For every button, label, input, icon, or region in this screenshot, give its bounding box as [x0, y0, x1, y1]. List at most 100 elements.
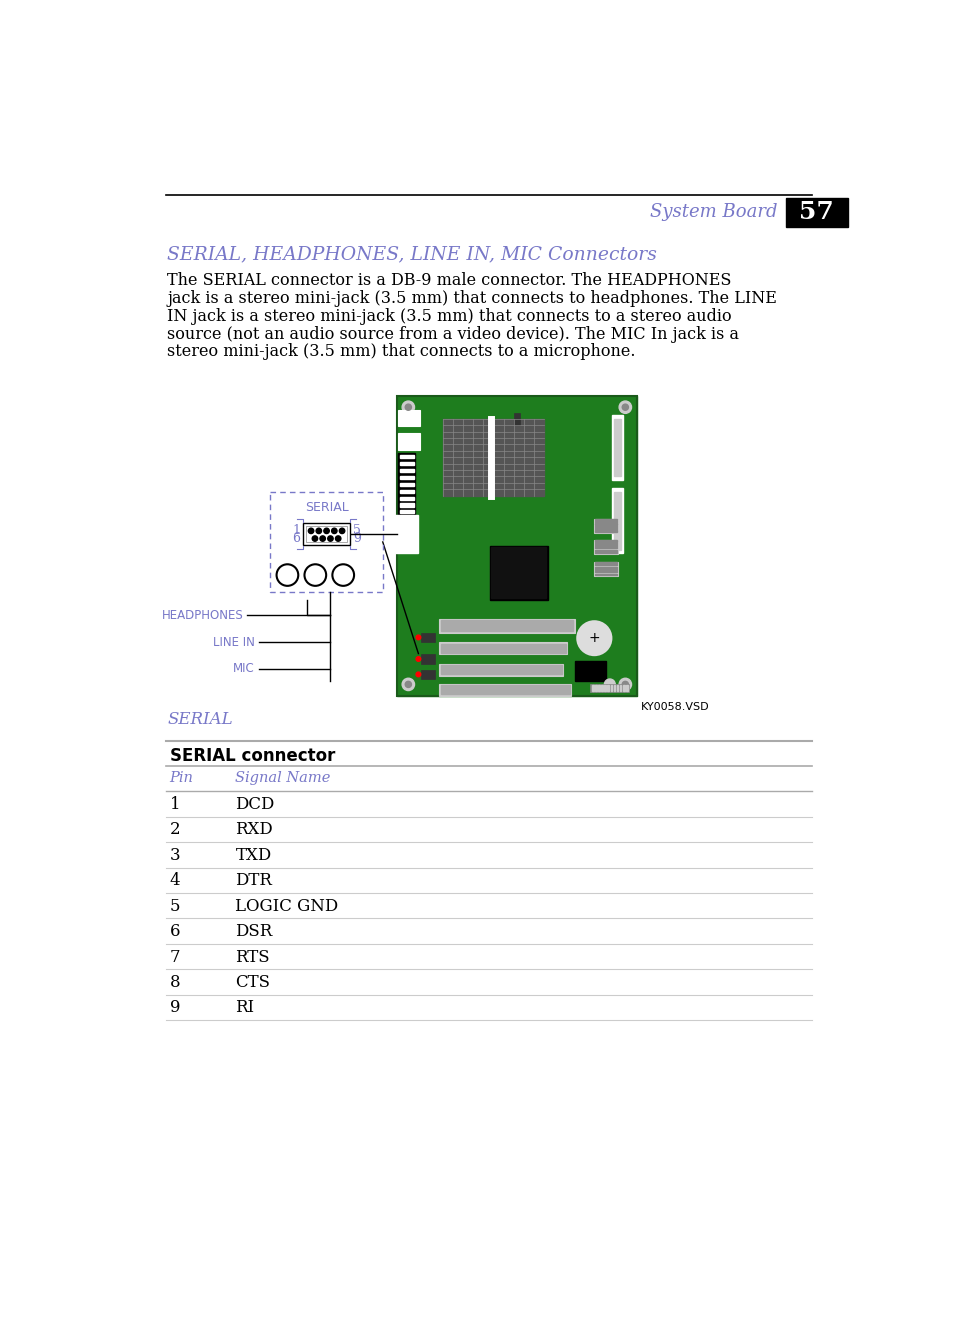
Bar [439, 663, 562, 675]
Bar [594, 540, 617, 555]
Text: stereo mini-jack (3.5 mm) that connects to a microphone.: stereo mini-jack (3.5 mm) that connects … [167, 343, 635, 360]
Bar [612, 415, 622, 480]
Circle shape [604, 679, 615, 690]
Bar [590, 685, 629, 691]
Bar [610, 685, 612, 691]
Bar [622, 685, 624, 691]
Bar [396, 395, 637, 695]
Text: Signal Name: Signal Name [235, 770, 331, 785]
Bar [613, 685, 615, 691]
Bar [399, 456, 414, 458]
Circle shape [416, 635, 420, 639]
Bar [270, 492, 382, 592]
Text: 7: 7 [170, 949, 180, 966]
Bar [619, 685, 620, 691]
Bar [440, 685, 569, 694]
Circle shape [621, 405, 628, 410]
Circle shape [332, 528, 336, 533]
Text: 3: 3 [170, 847, 180, 864]
Bar [443, 418, 543, 496]
Text: 6: 6 [292, 532, 300, 545]
Bar [397, 433, 419, 449]
Bar [440, 620, 573, 631]
Circle shape [315, 528, 321, 533]
Circle shape [402, 678, 415, 690]
Text: 5: 5 [353, 524, 360, 537]
Bar [440, 665, 561, 674]
Text: SERIAL: SERIAL [167, 712, 233, 729]
Bar [595, 685, 596, 691]
Text: 6: 6 [170, 923, 180, 941]
Bar [513, 413, 519, 425]
Bar [421, 670, 435, 679]
Bar [613, 492, 620, 549]
Text: 2: 2 [170, 821, 180, 839]
Text: 9: 9 [353, 532, 360, 545]
Bar [399, 469, 414, 472]
Bar [399, 511, 414, 513]
Text: RXD: RXD [235, 821, 273, 839]
Text: 1: 1 [292, 524, 300, 537]
Bar [600, 685, 602, 691]
Bar [421, 632, 435, 642]
Bar [594, 561, 617, 576]
Bar [399, 462, 414, 465]
Circle shape [312, 536, 317, 541]
Text: 57: 57 [799, 201, 833, 224]
Text: LOGIC GND: LOGIC GND [235, 898, 338, 915]
Text: DSR: DSR [235, 923, 273, 941]
Bar [399, 476, 414, 478]
Bar [397, 410, 419, 426]
Bar [306, 527, 346, 541]
Bar [625, 685, 627, 691]
Text: SERIAL connector: SERIAL connector [170, 746, 335, 765]
Bar [612, 488, 622, 553]
Circle shape [405, 681, 411, 687]
Text: 5: 5 [170, 898, 180, 915]
Bar [489, 545, 547, 600]
Text: MIC: MIC [233, 662, 254, 675]
Bar [575, 662, 605, 681]
Text: The SERIAL connector is a DB-9 male connector. The HEADPHONES: The SERIAL connector is a DB-9 male conn… [167, 272, 731, 289]
Circle shape [328, 536, 333, 541]
Circle shape [339, 528, 344, 533]
Bar [399, 497, 414, 500]
Text: SERIAL, HEADPHONES, LINE IN, MIC Connectors: SERIAL, HEADPHONES, LINE IN, MIC Connect… [167, 245, 657, 264]
Text: 4: 4 [170, 872, 180, 890]
Bar [785, 198, 847, 226]
Bar [613, 418, 620, 477]
Bar [440, 643, 565, 653]
Text: jack is a stereo mini-jack (3.5 mm) that connects to headphones. The LINE: jack is a stereo mini-jack (3.5 mm) that… [167, 291, 777, 307]
Circle shape [577, 622, 611, 655]
Bar [439, 619, 575, 632]
Text: Pin: Pin [170, 770, 193, 785]
Bar [598, 685, 599, 691]
Text: HEADPHONES: HEADPHONES [161, 608, 243, 622]
Text: RI: RI [235, 1000, 254, 1016]
Bar [607, 685, 608, 691]
Circle shape [402, 401, 415, 413]
Text: DCD: DCD [235, 796, 274, 813]
Text: source (not an audio source from a video device). The MIC In jack is a: source (not an audio source from a video… [167, 326, 739, 343]
Text: +: + [588, 631, 599, 645]
Bar [395, 515, 418, 553]
Text: DTR: DTR [235, 872, 273, 890]
Circle shape [618, 401, 631, 413]
Bar [399, 517, 414, 520]
Text: RTS: RTS [235, 949, 270, 966]
Bar [439, 642, 567, 654]
Circle shape [335, 536, 340, 541]
Circle shape [405, 405, 411, 410]
Circle shape [319, 536, 325, 541]
Bar [491, 547, 546, 598]
Text: System Board: System Board [650, 204, 778, 221]
Bar [421, 654, 435, 663]
Bar [399, 489, 414, 493]
Circle shape [416, 657, 420, 662]
Text: TXD: TXD [235, 847, 272, 864]
Text: 8: 8 [170, 974, 180, 990]
Bar [303, 523, 350, 545]
Text: KY0058.VSD: KY0058.VSD [640, 702, 709, 712]
Bar [604, 685, 605, 691]
Text: LINE IN: LINE IN [213, 635, 254, 649]
